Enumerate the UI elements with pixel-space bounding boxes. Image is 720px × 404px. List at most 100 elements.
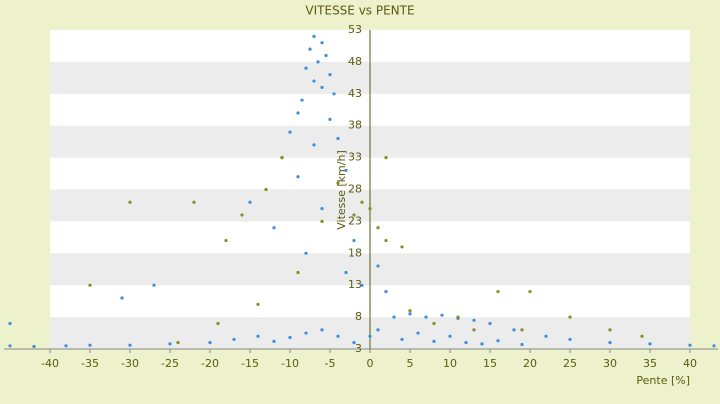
point: [256, 302, 260, 306]
y-tick-label: 53: [348, 23, 362, 36]
point: [320, 85, 324, 90]
point: [608, 341, 612, 345]
point: [456, 315, 460, 319]
point: [408, 309, 412, 313]
point: [568, 337, 572, 342]
x-tick-label: -20: [201, 357, 219, 370]
point: [488, 321, 492, 326]
point: [8, 321, 12, 326]
y-tick-label: 23: [348, 214, 362, 227]
point: [320, 41, 324, 45]
x-tick-label: 5: [407, 357, 414, 370]
x-tick-label: -30: [121, 357, 139, 370]
point: [360, 200, 364, 204]
point: [424, 315, 428, 319]
point: [712, 344, 716, 348]
point: [376, 328, 380, 332]
point: [296, 175, 300, 179]
point: [368, 334, 372, 338]
point: [408, 312, 412, 316]
y-tick-label: 43: [348, 87, 362, 100]
point: [232, 337, 236, 342]
point: [432, 321, 436, 326]
point: [308, 47, 312, 51]
point: [216, 321, 220, 326]
x-tick-label: 35: [643, 357, 657, 370]
point: [272, 339, 276, 343]
point: [472, 328, 476, 332]
point: [264, 187, 268, 192]
point: [240, 213, 244, 217]
point: [520, 342, 524, 347]
point: [168, 342, 172, 346]
point: [568, 315, 572, 319]
y-tick-label: 48: [348, 55, 362, 68]
point: [440, 313, 444, 317]
x-tick-label: -25: [161, 357, 179, 370]
x-tick-label: 20: [523, 357, 537, 370]
point: [88, 343, 92, 347]
point: [352, 213, 356, 217]
point: [480, 342, 484, 346]
point: [360, 283, 364, 287]
x-tick-label: -10: [281, 357, 299, 370]
point: [352, 238, 356, 243]
point: [32, 344, 36, 349]
point: [384, 238, 388, 243]
x-tick-label: 30: [603, 357, 617, 370]
point: [208, 341, 212, 345]
point: [128, 343, 132, 347]
point: [496, 339, 500, 343]
x-tick-label: -35: [81, 357, 99, 370]
point: [512, 328, 516, 332]
point: [384, 289, 388, 294]
point: [376, 226, 380, 230]
point: [336, 136, 340, 141]
x-tick-label: -5: [325, 357, 336, 370]
y-tick-label: 18: [348, 246, 362, 259]
point: [344, 270, 348, 275]
x-tick-label: -15: [241, 357, 259, 370]
point: [272, 226, 276, 230]
point: [400, 245, 404, 249]
point: [464, 341, 468, 345]
point: [320, 328, 324, 332]
point: [520, 328, 524, 332]
point: [472, 318, 476, 322]
x-tick-label: 15: [483, 357, 497, 370]
point: [312, 143, 316, 147]
point: [416, 331, 420, 335]
point: [640, 334, 644, 338]
point: [88, 283, 92, 287]
y-tick-label: 38: [348, 119, 362, 132]
point: [376, 264, 380, 268]
point: [448, 334, 452, 338]
x-tick-label: -40: [41, 357, 59, 370]
point: [288, 335, 292, 340]
point: [288, 130, 292, 134]
point: [64, 344, 68, 348]
point: [152, 283, 156, 287]
point: [336, 334, 340, 338]
point: [120, 296, 124, 300]
point: [328, 117, 332, 121]
point: [296, 270, 300, 275]
y-tick-label: 13: [348, 278, 362, 291]
x-tick-label: 25: [563, 357, 577, 370]
point: [304, 66, 308, 70]
y-tick-label: 28: [348, 183, 362, 196]
y-axis-label: Vitesse [km/h]: [335, 150, 348, 230]
point: [128, 200, 132, 204]
point: [328, 73, 332, 77]
point: [300, 98, 304, 102]
point: [176, 341, 180, 345]
point: [320, 207, 324, 211]
point: [344, 168, 348, 172]
y-tick-label: 8: [355, 310, 362, 323]
point: [432, 339, 436, 343]
point: [192, 200, 196, 204]
point: [224, 238, 228, 243]
x-tick-label: 0: [367, 357, 374, 370]
point: [352, 341, 356, 345]
